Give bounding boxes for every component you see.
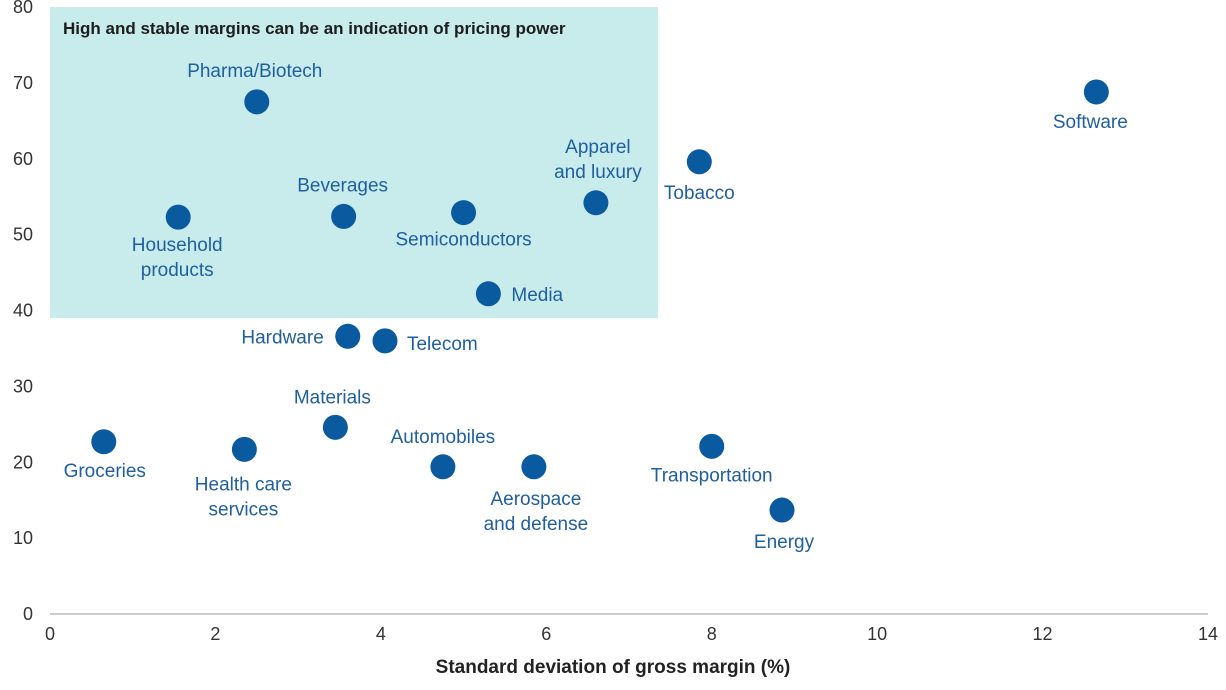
point-media bbox=[475, 281, 501, 307]
y-tick-label: 60 bbox=[13, 149, 33, 169]
point-aerospace-and-defense bbox=[521, 454, 547, 480]
x-tick-label: 2 bbox=[210, 624, 220, 644]
x-tick-label: 0 bbox=[45, 624, 55, 644]
y-axis: 0 10 20 30 40 50 60 70 80 bbox=[13, 0, 33, 624]
point-semiconductors bbox=[451, 200, 477, 226]
label-automobiles: Automobiles bbox=[391, 427, 496, 448]
y-tick-label: 30 bbox=[13, 376, 33, 396]
point-hardware bbox=[335, 323, 361, 349]
label-aerospace-and-defense: Aerospace and defense bbox=[484, 489, 589, 535]
label-telecom: Telecom bbox=[407, 334, 478, 355]
y-tick-label: 10 bbox=[13, 528, 33, 548]
data-points bbox=[91, 79, 1109, 523]
y-tick-label: 20 bbox=[13, 452, 33, 472]
label-semiconductors: Semiconductors bbox=[395, 230, 531, 251]
x-tick-label: 14 bbox=[1198, 624, 1218, 644]
point-software bbox=[1083, 79, 1109, 105]
x-tick-label: 6 bbox=[541, 624, 551, 644]
y-tick-label: 80 bbox=[13, 0, 33, 17]
x-tick-label: 8 bbox=[707, 624, 717, 644]
label-apparel-and-luxury: Apparel and luxury bbox=[554, 137, 642, 183]
point-labels: Pharma/Biotech Software Tobacco Apparel and … bbox=[64, 61, 1128, 553]
y-tick-label: 50 bbox=[13, 225, 33, 245]
x-tick-label: 10 bbox=[867, 624, 887, 644]
label-health-care-services: Health care services bbox=[195, 474, 292, 520]
point-household-products bbox=[165, 204, 191, 230]
point-transportation bbox=[699, 433, 725, 459]
highlight-region bbox=[50, 7, 658, 319]
label-energy: Energy bbox=[754, 532, 815, 553]
label-household-products: Household products bbox=[132, 235, 223, 281]
point-materials bbox=[322, 414, 348, 440]
y-tick-label: 0 bbox=[23, 604, 33, 624]
point-energy bbox=[769, 497, 795, 523]
point-pharma-biotech bbox=[244, 89, 270, 115]
point-beverages bbox=[331, 203, 357, 229]
highlight-annotation: High and stable margins can be an indica… bbox=[63, 19, 566, 38]
label-software: Software bbox=[1053, 112, 1128, 133]
point-health-care-services bbox=[231, 436, 257, 462]
point-apparel-and-luxury bbox=[583, 190, 609, 216]
point-automobiles bbox=[430, 454, 456, 480]
x-tick-label: 12 bbox=[1033, 624, 1053, 644]
x-axis-title: Standard deviation of gross margin (%) bbox=[436, 657, 791, 678]
y-tick-label: 70 bbox=[13, 73, 33, 93]
x-tick-label: 4 bbox=[376, 624, 386, 644]
point-groceries bbox=[91, 429, 117, 455]
label-groceries: Groceries bbox=[64, 461, 146, 482]
x-axis: 0 2 4 6 8 10 12 14 bbox=[45, 624, 1218, 644]
y-tick-label: 40 bbox=[13, 301, 33, 321]
label-transportation: Transportation bbox=[651, 465, 773, 486]
label-media: Media bbox=[511, 285, 563, 306]
point-tobacco bbox=[686, 149, 712, 175]
label-tobacco: Tobacco bbox=[664, 183, 735, 204]
label-hardware: Hardware bbox=[241, 327, 323, 348]
label-beverages: Beverages bbox=[297, 175, 388, 196]
point-telecom bbox=[372, 328, 398, 354]
label-pharma-biotech: Pharma/Biotech bbox=[187, 61, 322, 82]
label-materials: Materials bbox=[294, 387, 371, 408]
